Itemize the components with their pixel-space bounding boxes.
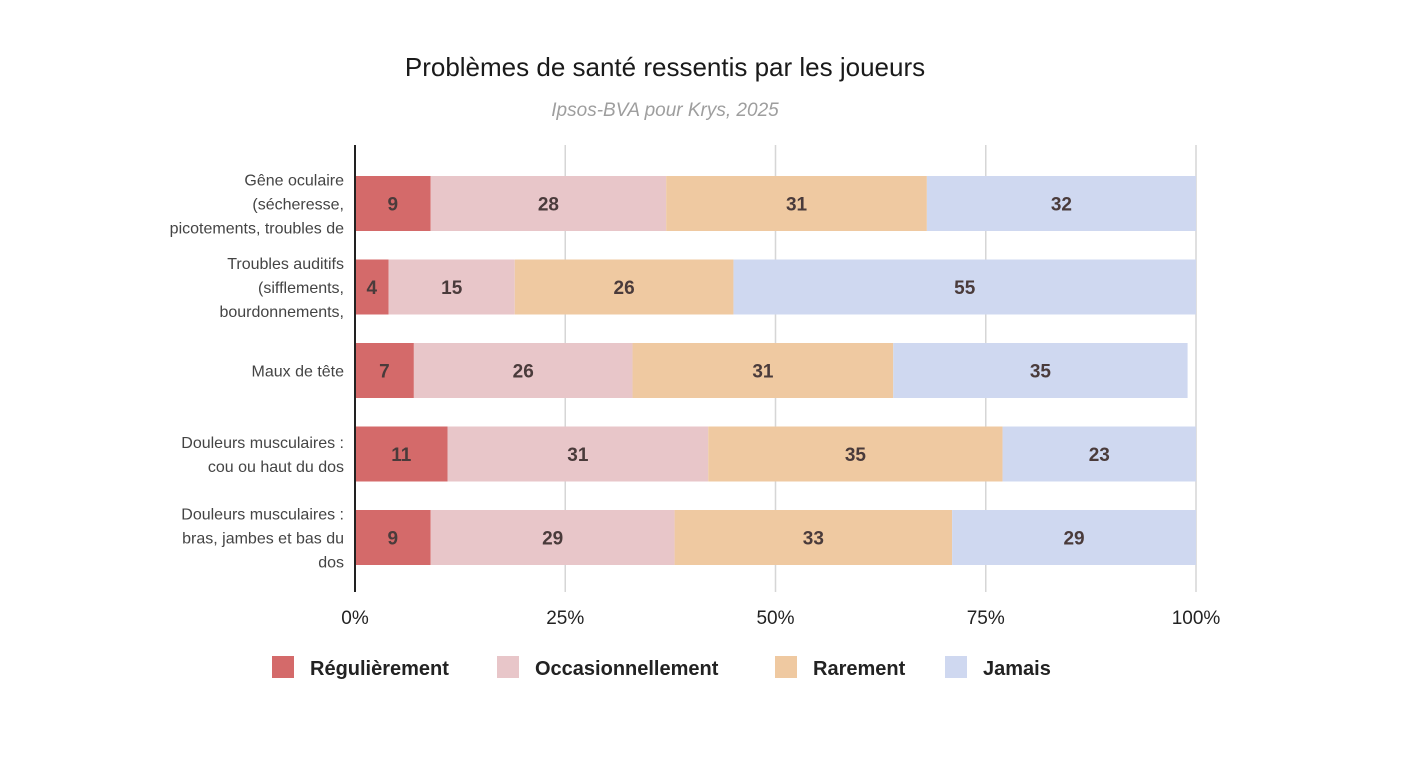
bar-value-label: 31	[786, 195, 808, 216]
category-label-line: Douleurs musculaires :	[181, 507, 344, 524]
legend-item: Régulièrement	[272, 656, 449, 680]
bar-segment	[708, 426, 1003, 482]
bar-segment	[952, 510, 1196, 565]
category-label-line: bras, jambes et bas du	[182, 531, 344, 548]
bar-value-label: 35	[1030, 362, 1052, 383]
bar-value-label: 29	[1063, 529, 1084, 550]
x-tick-label: 25%	[546, 608, 584, 629]
category-label: Douleurs musculaires : bras, jambes et ba…	[181, 507, 344, 572]
bar-value-label: 28	[538, 195, 559, 216]
category-label: Troubles auditifs (sifflements, bourdonnem…	[219, 256, 344, 321]
bar-group: 9 29 33 29	[355, 510, 1196, 565]
bar-value-label: 55	[954, 278, 976, 299]
bar-value-label: 23	[1089, 445, 1110, 466]
bar-segment	[674, 510, 953, 565]
bar-segment	[388, 259, 515, 315]
bar-value-label: 29	[542, 529, 563, 550]
x-tick-label: 0%	[341, 608, 369, 629]
bar-value-label: 26	[513, 362, 534, 383]
bar-group: 4 15 26 55	[355, 259, 1196, 315]
category-labels: Gêne oculaire (sécheresse, picotements, tr…	[170, 173, 344, 572]
category-label-line: (sécheresse,	[252, 197, 344, 214]
x-tick-label: 100%	[1172, 608, 1221, 629]
bar-segment	[893, 343, 1188, 398]
bar-value-label: 33	[803, 529, 824, 550]
bar-value-label: 31	[567, 445, 589, 466]
legend-item: Occasionnellement	[497, 656, 719, 680]
bar-segment	[413, 343, 633, 398]
category-label-line: bourdonnements,	[219, 304, 344, 321]
x-tick-label: 50%	[756, 608, 794, 629]
bar-value-label: 7	[379, 362, 390, 383]
chart-title: Problèmes de santé ressentis par les jou…	[405, 52, 925, 82]
bar-group: 9 28 31 32	[355, 176, 1196, 231]
legend-swatch	[497, 656, 519, 678]
category-label-line: cou ou haut du dos	[208, 459, 344, 476]
category-label: Gêne oculaire (sécheresse, picotements, tr…	[170, 173, 344, 238]
x-axis-ticks: 0% 25% 50% 75% 100%	[341, 608, 1220, 629]
legend: Régulièrement Occasionnellement Rarement Ja…	[272, 656, 1051, 680]
bar-segment	[1002, 426, 1196, 482]
bar-segment	[355, 176, 431, 231]
bar-value-label: 4	[367, 278, 378, 299]
bar-segment	[733, 259, 1196, 315]
bar-segment	[926, 176, 1196, 231]
legend-swatch	[272, 656, 294, 678]
category-label-line: Douleurs musculaires :	[181, 435, 344, 452]
category-label-line: Troubles auditifs	[227, 256, 344, 273]
bar-segment	[666, 176, 927, 231]
bar-segment	[447, 426, 709, 482]
legend-label: Occasionnellement	[535, 658, 719, 680]
bar-value-label: 9	[388, 195, 399, 216]
legend-label: Régulièrement	[310, 658, 449, 680]
bar-segment	[355, 259, 389, 315]
category-label-line: picotements, troubles de	[170, 221, 344, 238]
bar-segment	[430, 176, 667, 231]
bar-value-label: 31	[752, 362, 774, 383]
bar-group: 11 31 35 23	[355, 426, 1196, 482]
bar-segment	[430, 510, 675, 565]
bar-segment	[632, 343, 894, 398]
bar-value-label: 26	[614, 278, 635, 299]
category-label: Maux de tête	[252, 364, 345, 381]
legend-item: Jamais	[945, 656, 1051, 680]
category-label-line: Maux de tête	[252, 364, 345, 381]
legend-label: Jamais	[983, 658, 1051, 680]
bar-segment	[514, 259, 734, 315]
legend-item: Rarement	[775, 656, 906, 680]
bar-value-label: 32	[1051, 195, 1072, 216]
category-label-line: (sifflements,	[258, 280, 344, 297]
legend-label: Rarement	[813, 658, 906, 680]
bar-value-label: 15	[441, 278, 463, 299]
bar-segment	[355, 343, 414, 398]
legend-swatch	[945, 656, 967, 678]
bar-value-label: 11	[391, 445, 412, 466]
bar-segment	[355, 510, 431, 565]
bar-group: 7 26 31 35	[355, 343, 1188, 398]
bar-value-label: 9	[388, 529, 399, 550]
category-label: Douleurs musculaires : cou ou haut du dos	[181, 435, 344, 476]
bar-segment	[355, 426, 448, 482]
x-tick-label: 75%	[967, 608, 1005, 629]
legend-swatch	[775, 656, 797, 678]
bar-value-label: 35	[845, 445, 867, 466]
chart-subtitle: Ipsos-BVA pour Krys, 2025	[551, 100, 779, 121]
bars: 9 28 31 32 4 15 26 55 7 26 31 35 11 31 35 23 9 29 33 29	[355, 176, 1196, 565]
category-label-line: dos	[318, 555, 344, 572]
category-label-line: Gêne oculaire	[244, 173, 344, 190]
